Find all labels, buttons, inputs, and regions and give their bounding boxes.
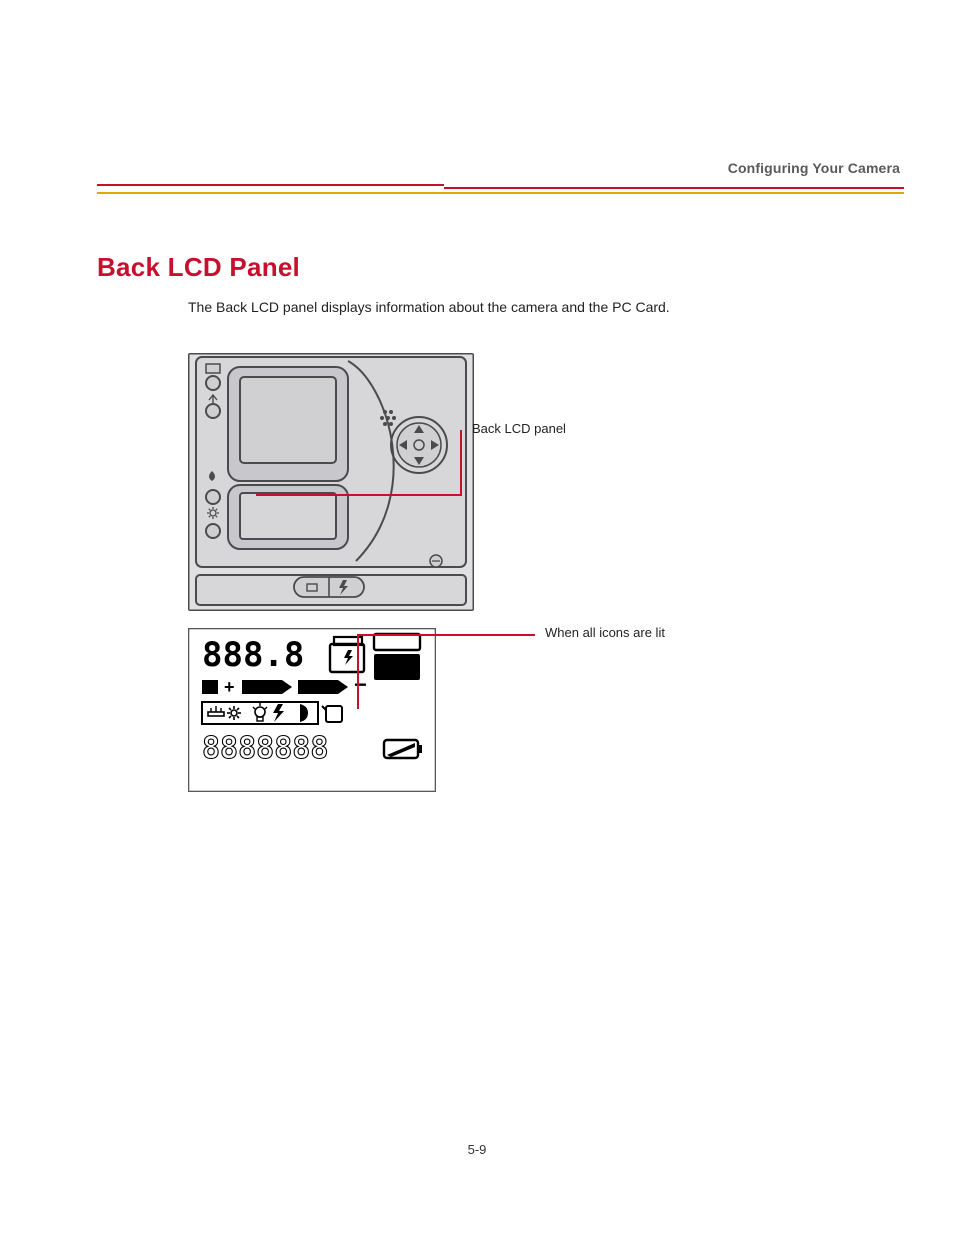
- svg-text:8888888: 8888888: [202, 731, 328, 766]
- figure-lcd-icons: 888.8 + −: [188, 628, 436, 792]
- page-number: 5-9: [0, 1142, 954, 1157]
- seven-seg-bottom: 8888888: [202, 731, 328, 766]
- header-rule-red-long: [444, 187, 904, 189]
- callout-label-all-icons: When all icons are lit: [545, 625, 865, 640]
- breadcrumb: Configuring Your Camera: [728, 160, 900, 176]
- callout2-line-vertical: [357, 634, 359, 709]
- figure-camera-back: [188, 353, 474, 611]
- bottom-pill-buttons: [294, 577, 364, 597]
- seven-seg-top: 888.8: [202, 635, 304, 675]
- header-rule-yellow: [97, 192, 904, 194]
- section-body: The Back LCD panel displays information …: [188, 297, 838, 317]
- nav-pad-icon: [391, 417, 447, 473]
- callout2-line-horizontal: [357, 634, 535, 636]
- callout-line-vertical: [460, 430, 462, 494]
- header-rule-red-short: [97, 184, 444, 186]
- svg-text:+: +: [224, 677, 235, 697]
- page-root: Configuring Your Camera Back LCD Panel T…: [0, 0, 954, 1235]
- svg-text:−: −: [354, 672, 367, 697]
- callout-line-horizontal: [256, 494, 462, 496]
- section-title: Back LCD Panel: [97, 252, 300, 283]
- svg-text:888.8: 888.8: [202, 635, 304, 675]
- callout-label-back-lcd: Back LCD panel: [472, 421, 772, 436]
